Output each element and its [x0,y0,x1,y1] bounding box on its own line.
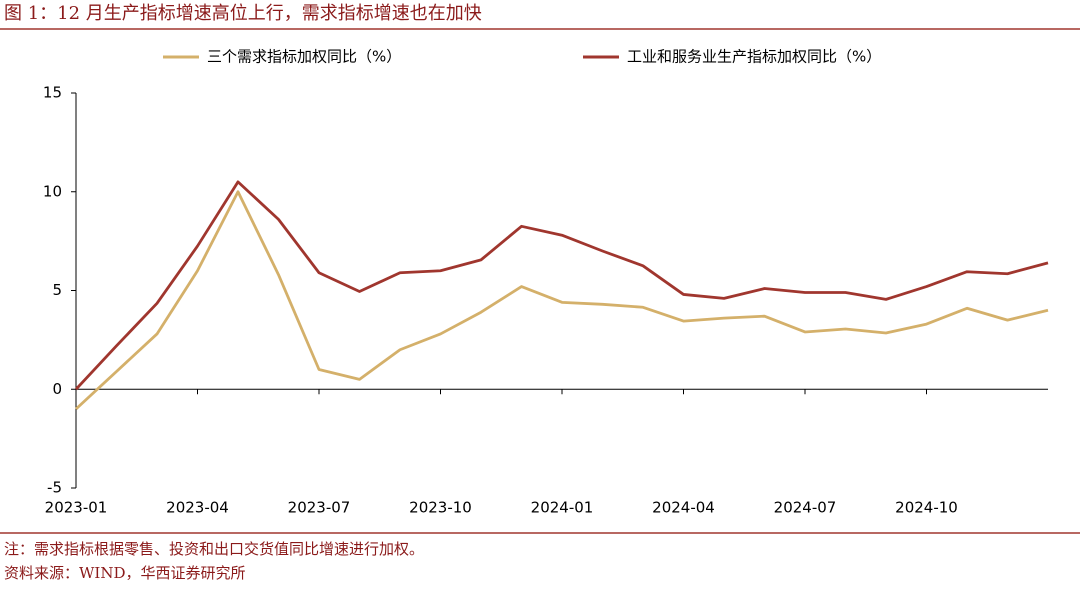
y-tick-label: 15 [43,84,62,102]
y-tick-label: 10 [43,182,62,200]
x-tick-label: 2023-04 [166,499,229,517]
x-tick-label: 2023-01 [45,499,108,517]
note: 注：需求指标根据零售、投资和出口交货值同比增速进行加权。 [4,540,424,558]
legend-label: 工业和服务业生产指标加权同比（%） [627,48,881,66]
x-tick-label: 2023-10 [409,499,472,517]
y-tick-label: 0 [52,380,62,398]
x-tick-label: 2023-07 [288,499,351,517]
x-tick-label: 2024-10 [895,499,958,517]
source: 资料来源：WIND，华西证券研究所 [4,564,246,582]
y-tick-label: -5 [47,479,62,497]
x-tick-label: 2024-07 [774,499,837,517]
series-line [74,180,1049,391]
legend-label: 三个需求指标加权同比（%） [207,48,401,66]
x-tick-label: 2024-04 [652,499,715,517]
series-line [75,190,1049,411]
x-tick-label: 2024-01 [531,499,594,517]
y-tick-label: 5 [52,281,62,299]
chart-title: 图 1：12 月生产指标增速高位上行，需求指标增速也在加快 [4,3,482,24]
